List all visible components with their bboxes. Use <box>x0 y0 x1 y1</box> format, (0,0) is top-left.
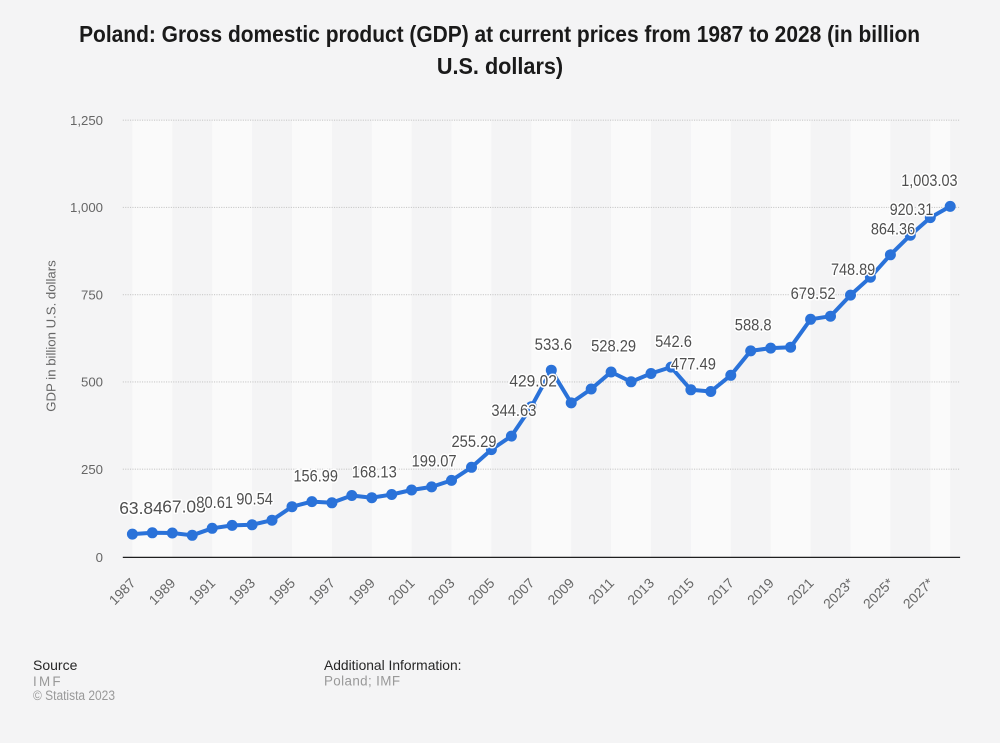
svg-text:748.89: 748.89 <box>831 260 875 279</box>
svg-text:67.03: 67.03 <box>162 497 206 517</box>
svg-text:0: 0 <box>96 550 103 565</box>
svg-text:168.13: 168.13 <box>352 462 397 481</box>
svg-text:533.6: 533.6 <box>535 335 573 354</box>
svg-text:588.8: 588.8 <box>735 316 772 335</box>
svg-text:500: 500 <box>81 375 103 390</box>
svg-text:1,250: 1,250 <box>70 113 103 128</box>
svg-text:542.6: 542.6 <box>655 332 692 351</box>
svg-text:1,000: 1,000 <box>70 200 103 215</box>
svg-text:250: 250 <box>81 462 103 477</box>
svg-text:528.29: 528.29 <box>591 337 636 356</box>
svg-text:864.36: 864.36 <box>871 220 915 239</box>
svg-text:U.S. dollars): U.S. dollars) <box>437 53 563 79</box>
svg-text:IMF: IMF <box>33 674 61 689</box>
svg-text:90.54: 90.54 <box>236 490 273 509</box>
svg-text:Poland: Gross domestic product: Poland: Gross domestic product (GDP) at … <box>79 21 920 47</box>
svg-text:255.29: 255.29 <box>452 432 497 451</box>
svg-text:199.07: 199.07 <box>412 452 457 471</box>
svg-text:429.02: 429.02 <box>509 371 557 390</box>
svg-text:Additional Information:: Additional Information: <box>324 657 462 673</box>
svg-text:80.61: 80.61 <box>196 493 233 512</box>
svg-text:344.63: 344.63 <box>491 401 536 420</box>
svg-text:Poland; IMF: Poland; IMF <box>324 673 400 688</box>
svg-text:156.99: 156.99 <box>293 466 338 485</box>
svg-text:© Statista 2023: © Statista 2023 <box>33 688 115 703</box>
svg-text:750: 750 <box>81 287 103 302</box>
svg-text:679.52: 679.52 <box>791 284 836 303</box>
svg-text:1,003.03: 1,003.03 <box>901 171 957 190</box>
svg-text:Source: Source <box>33 657 78 673</box>
svg-text:63.84: 63.84 <box>119 498 163 518</box>
svg-text:GDP in billion U.S. dollars: GDP in billion U.S. dollars <box>44 260 59 412</box>
svg-text:920.31: 920.31 <box>890 200 934 219</box>
svg-text:477.49: 477.49 <box>671 355 716 374</box>
